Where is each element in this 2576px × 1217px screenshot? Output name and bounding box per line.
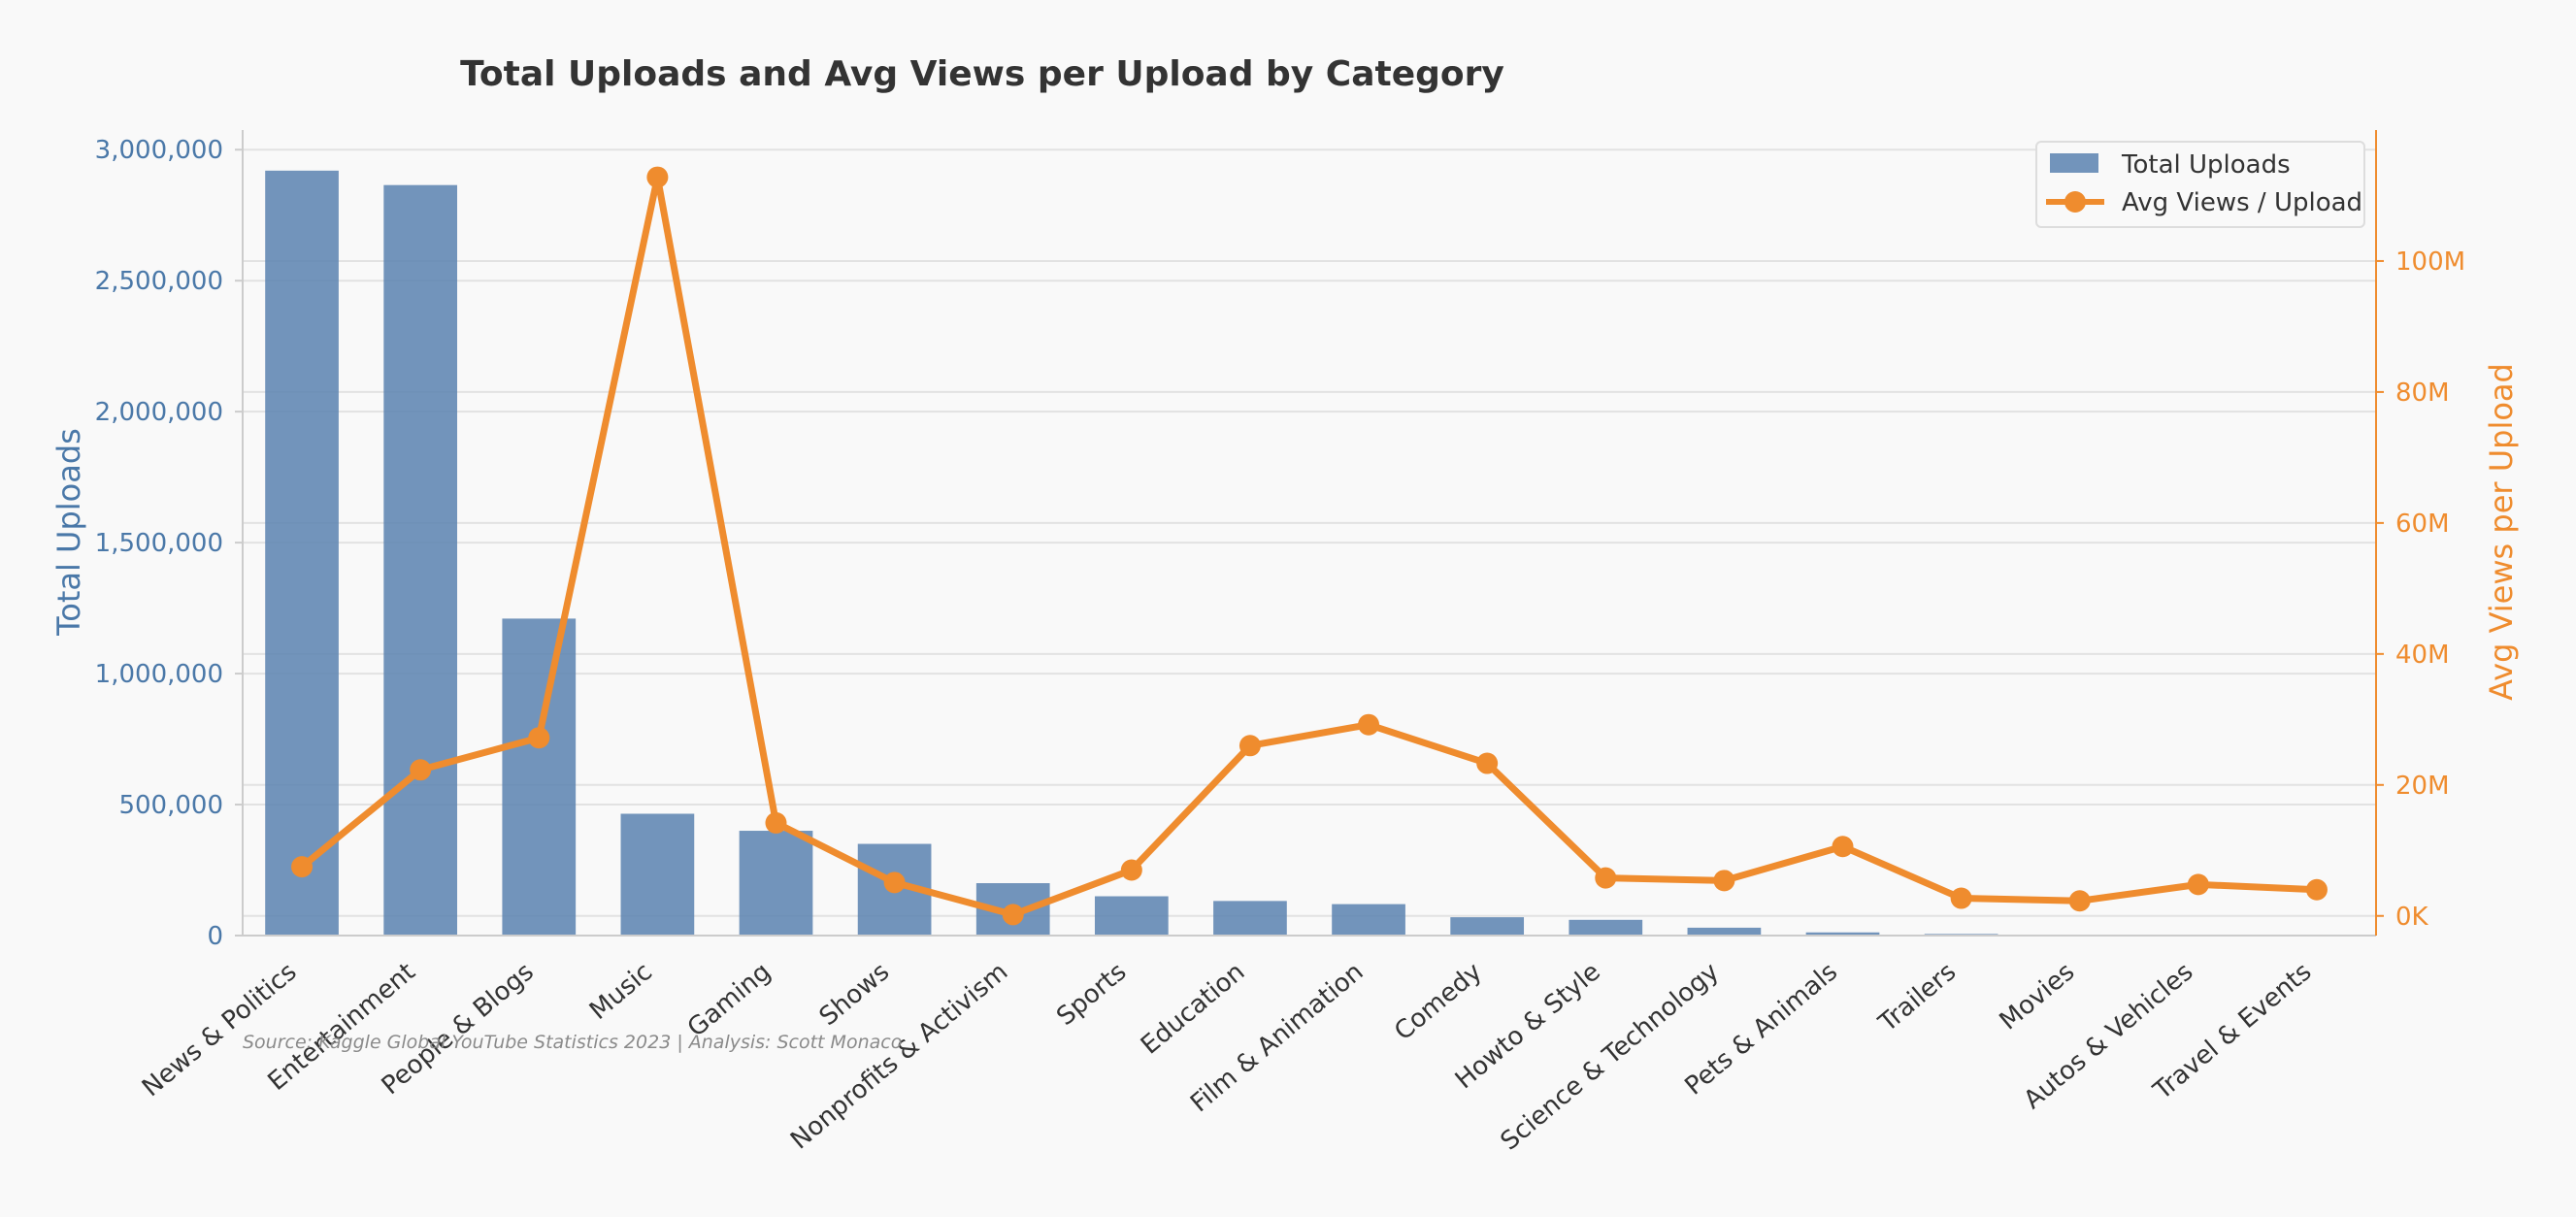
tick-label-left-0: 0 xyxy=(207,922,223,951)
tick-label-right-4: 80M xyxy=(2395,378,2450,408)
line-point-0 xyxy=(291,856,314,878)
line-point-5 xyxy=(883,872,906,894)
line-point-12 xyxy=(1713,870,1735,892)
tick-label-left-2: 1,000,000 xyxy=(95,660,223,689)
tick-label-left-1: 500,000 xyxy=(118,791,223,820)
bar-10 xyxy=(1450,917,1525,936)
tick-label-x-5: Shows xyxy=(814,957,895,1032)
bar-9 xyxy=(1332,904,1405,936)
line-point-13 xyxy=(1832,836,1854,858)
tick-label-x-12: Science & Technology xyxy=(1496,957,1725,1156)
line-point-17 xyxy=(2305,878,2328,901)
bar-7 xyxy=(1094,896,1169,936)
line-point-3 xyxy=(646,166,669,188)
line-point-11 xyxy=(1595,867,1617,889)
tick-label-x-6: Nonprofits & Activism xyxy=(785,957,1013,1155)
tick-label-right-1: 20M xyxy=(2395,772,2450,801)
legend-label-uploads: Total Uploads xyxy=(2121,150,2291,180)
tick-label-x-7: Sports xyxy=(1051,957,1132,1032)
tick-label-right-3: 60M xyxy=(2395,510,2450,539)
tick-label-x-3: Music xyxy=(584,957,658,1026)
legend-bar-swatch xyxy=(2050,153,2098,173)
tick-label-right-2: 40M xyxy=(2395,641,2450,670)
tick-label-x-4: Gaming xyxy=(682,957,776,1042)
legend-box xyxy=(2035,141,2365,228)
y-axis-label-left: Total Uploads xyxy=(50,428,87,637)
bar-2 xyxy=(502,618,577,936)
tick-label-x-15: Movies xyxy=(1995,957,2081,1036)
axes xyxy=(242,130,2377,937)
bar-0 xyxy=(265,170,339,936)
bar-series xyxy=(265,170,2354,936)
line-point-9 xyxy=(1358,713,1380,736)
line-point-2 xyxy=(528,727,550,749)
legend-label-views: Avg Views / Upload xyxy=(2122,188,2362,217)
legend-marker-swatch xyxy=(2064,191,2086,213)
bar-11 xyxy=(1569,919,1643,936)
chart-title: Total Uploads and Avg Views per Upload b… xyxy=(460,54,1504,94)
gridlines xyxy=(243,148,2376,937)
source-note: Source: Kaggle Global YouTube Statistics… xyxy=(243,1032,902,1053)
line-point-6 xyxy=(1002,904,1024,926)
line-point-7 xyxy=(1120,859,1142,881)
bar-3 xyxy=(620,813,695,936)
tick-label-right-5: 100M xyxy=(2395,247,2465,277)
line-point-15 xyxy=(2068,890,2091,912)
tick-label-right-0: 0K xyxy=(2395,903,2429,932)
y-axis-label-right: Avg Views per Upload xyxy=(2483,363,2520,701)
left-axis-ticks: 0 500,000 1,000,000 1,500,000 2,000,000 2,500… xyxy=(95,136,243,951)
bar-4 xyxy=(739,831,813,936)
bar-13 xyxy=(1805,932,1880,936)
tick-label-x-14: Trailers xyxy=(1873,957,1963,1038)
line-series xyxy=(291,166,2328,926)
tick-label-x-8: Education xyxy=(1136,957,1250,1060)
tick-label-left-4: 2,000,000 xyxy=(95,398,223,427)
tick-label-left-6: 3,000,000 xyxy=(95,136,223,165)
tick-label-left-3: 1,500,000 xyxy=(95,529,223,558)
bar-1 xyxy=(383,184,458,936)
line-point-4 xyxy=(765,811,787,834)
series-line-avg-views xyxy=(299,174,2318,918)
line-point-8 xyxy=(1238,735,1261,757)
line-point-16 xyxy=(2187,873,2209,896)
bar-12 xyxy=(1687,927,1762,936)
right-axis-ticks: 0K 20M 40M 60M 80M 100M xyxy=(2376,247,2465,932)
line-point-14 xyxy=(1950,887,1972,909)
tick-label-left-5: 2,500,000 xyxy=(95,267,223,296)
line-point-1 xyxy=(410,759,432,781)
tick-label-x-10: Comedy xyxy=(1389,957,1487,1046)
legend: Total Uploads Avg Views / Upload xyxy=(2035,141,2365,228)
line-point-10 xyxy=(1476,752,1499,774)
bar-8 xyxy=(1213,901,1287,936)
